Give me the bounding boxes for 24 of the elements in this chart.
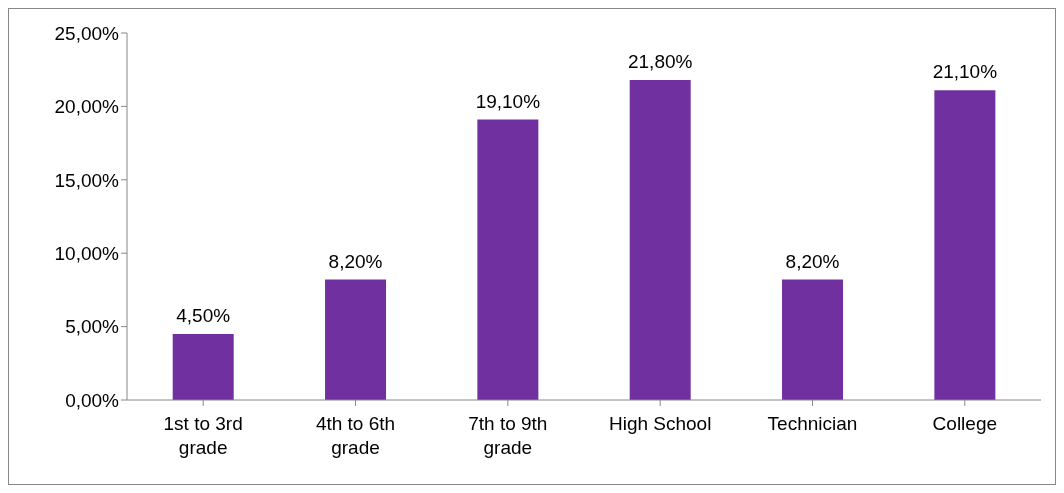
data-label: 21,80% [627,50,693,72]
data-label: 8,20% [785,250,840,272]
bar [782,279,844,400]
x-tick-label: 1st to 3rd grade [163,413,243,458]
y-tick-label: 5,00% [65,316,120,338]
x-tick-label: Technician [767,413,858,434]
data-label: 4,50% [176,304,231,326]
bar [629,79,691,400]
bar [477,119,539,400]
bar [172,333,234,400]
bar [934,90,996,400]
x-tick-label: 7th to 9th grade [468,413,548,458]
data-label: 19,10% [475,90,541,112]
x-tick-label: College [932,413,998,434]
y-tick-label: 20,00% [54,96,120,118]
x-tick-label: High School [608,413,712,434]
data-label: 21,10% [932,61,998,83]
y-tick-label: 10,00% [54,242,120,264]
bar [325,279,387,400]
y-tick-label: 25,00% [54,22,120,44]
y-tick-label: 15,00% [54,169,120,191]
x-tick-label: 4th to 6th grade [315,413,396,458]
y-tick-label: 0,00% [65,389,120,411]
data-label: 8,20% [328,250,383,272]
